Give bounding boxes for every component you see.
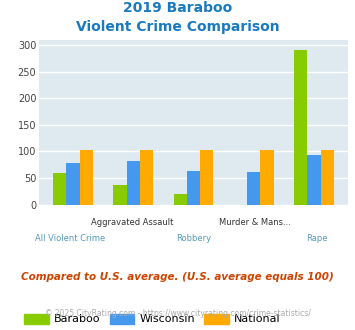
Bar (174, 194, 187, 205)
Bar (113, 185, 127, 205)
Text: © 2025 CityRating.com - https://www.cityrating.com/crime-statistics/: © 2025 CityRating.com - https://www.city… (45, 309, 310, 317)
Text: Rape: Rape (306, 234, 328, 243)
Bar (66, 163, 80, 205)
Bar (260, 150, 274, 205)
Bar (307, 155, 321, 205)
Text: All Violent Crime: All Violent Crime (35, 234, 105, 243)
Bar (321, 150, 334, 205)
Text: Violent Crime Comparison: Violent Crime Comparison (76, 20, 279, 34)
Legend: Baraboo, Wisconsin, National: Baraboo, Wisconsin, National (20, 309, 285, 329)
Bar (80, 150, 93, 205)
Bar (53, 173, 66, 205)
Bar (200, 150, 213, 205)
Bar (294, 50, 307, 205)
Text: 2019 Baraboo: 2019 Baraboo (123, 1, 232, 15)
Bar (187, 171, 200, 205)
Bar (127, 161, 140, 205)
Text: Compared to U.S. average. (U.S. average equals 100): Compared to U.S. average. (U.S. average … (21, 272, 334, 282)
Text: Murder & Mans...: Murder & Mans... (219, 218, 291, 227)
Bar (247, 172, 260, 205)
Bar (140, 150, 153, 205)
Text: Robbery: Robbery (176, 234, 211, 243)
Text: Aggravated Assault: Aggravated Assault (91, 218, 173, 227)
